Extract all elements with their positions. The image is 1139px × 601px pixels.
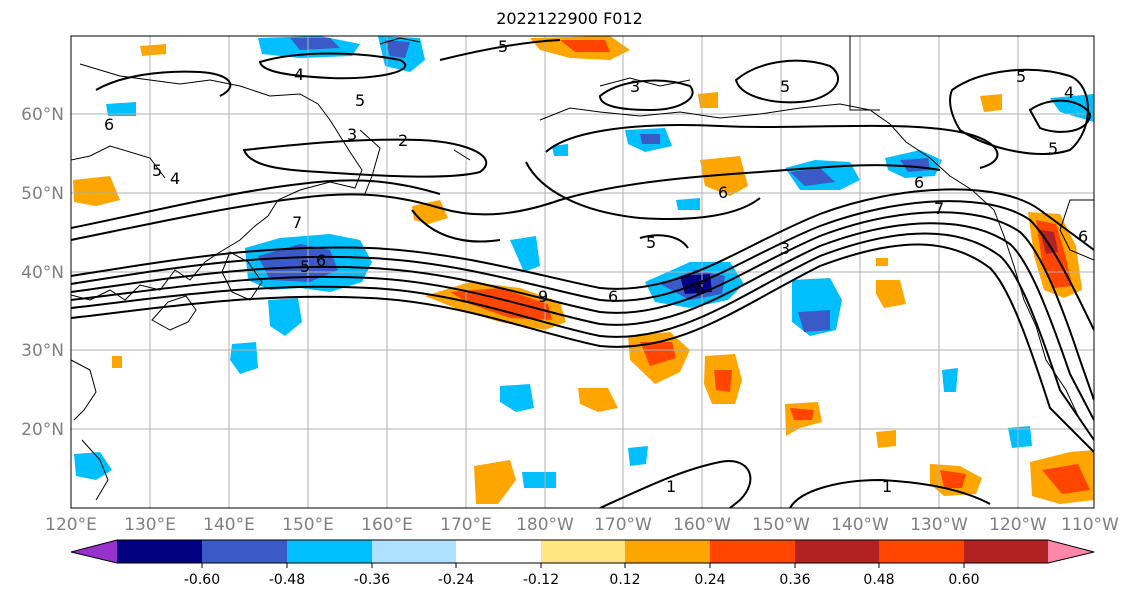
lat-label: 40°N	[21, 263, 64, 283]
lon-label: 170°E	[440, 515, 492, 535]
contour-label: 9	[538, 287, 548, 306]
lon-label: 140°E	[203, 515, 255, 535]
colorbar-segment	[456, 540, 541, 563]
colorbar-segment	[287, 540, 372, 563]
lon-label: 170°W	[594, 515, 652, 535]
contour-label: 5	[646, 233, 656, 252]
contour-label: 3	[347, 125, 357, 144]
lon-label: 180°W	[516, 515, 574, 535]
lon-label: 150°W	[752, 515, 810, 535]
contour-label: 4	[1064, 83, 1074, 102]
contour-label: 6	[914, 173, 924, 192]
contour-label: 5	[780, 77, 790, 96]
lon-label: 160°E	[361, 515, 413, 535]
colorbar-segment	[625, 540, 710, 563]
contour-label: 4	[294, 65, 304, 84]
lat-label: 50°N	[21, 184, 64, 204]
longitude-labels: 120°E 130°E 140°E 150°E 160°E 170°E 180°…	[45, 515, 1119, 535]
lat-label: 30°N	[21, 341, 64, 361]
lon-label: 110°W	[1061, 515, 1119, 535]
lat-label: 20°N	[21, 420, 64, 440]
colorbar-segment	[795, 540, 879, 563]
contour-labels: 4 5 5 3 5 6 3 2 4 5 7 5 6 6 6 9 6 5 3 6 …	[104, 37, 1088, 496]
contour-label: 5	[355, 91, 365, 110]
contour-label: 7	[934, 199, 944, 218]
colorbar-segment	[879, 540, 964, 563]
colorbar-tick-label: -0.48	[269, 572, 305, 588]
colorbar-outline	[70, 539, 1095, 564]
colorbar-tick-label: -0.36	[354, 572, 390, 588]
colorbar-tick-label: -0.60	[184, 572, 220, 588]
colorbar-segment	[710, 540, 795, 563]
contour-label: 3	[780, 239, 790, 258]
lon-label: 120°E	[45, 515, 97, 535]
colorbar-tick-label: -0.12	[523, 572, 559, 588]
lon-label: 130°E	[124, 515, 176, 535]
colorbar-extend-max	[1048, 540, 1094, 563]
lon-label: 160°W	[673, 515, 731, 535]
contour-label: 6	[316, 251, 326, 270]
contour-label: 6	[608, 287, 618, 306]
colorbar-extend-min	[71, 540, 117, 563]
lon-label: 130°W	[910, 515, 968, 535]
lon-label: 120°W	[989, 515, 1047, 535]
contour-label: 4	[170, 169, 180, 188]
contour-label: 6	[104, 115, 114, 134]
lat-label: 60°N	[21, 105, 64, 125]
contour-label: 5	[1016, 67, 1026, 86]
contour-label: 5	[152, 161, 162, 180]
colorbar-tick-label: -0.24	[438, 572, 474, 588]
colorbar-segment	[964, 540, 1048, 563]
gridlines	[71, 36, 1094, 508]
colorbar: -0.60 -0.48 -0.36 -0.24 -0.12 0.12 0.24 …	[70, 539, 1095, 588]
colorbar-segment	[202, 540, 287, 563]
map-frame	[70, 35, 1095, 509]
contour-label: 2	[398, 131, 408, 150]
colorbar-tick-label: 0.60	[948, 572, 979, 588]
contour-label: 3	[630, 77, 640, 96]
map-title: 2022122900 F012	[496, 9, 643, 28]
contour-label: 6	[694, 279, 704, 298]
contour-label: 6	[1078, 227, 1088, 246]
colorbar-tick-label: 0.12	[609, 572, 640, 588]
lon-label: 140°W	[831, 515, 889, 535]
colorbar-tick-label: 0.36	[779, 572, 810, 588]
contour-label: 1	[666, 477, 676, 496]
height-contours	[71, 39, 1094, 508]
contour-label: 5	[1048, 139, 1058, 158]
colorbar-segment	[372, 540, 456, 563]
contour-label: 7	[292, 213, 302, 232]
colorbar-segment	[117, 540, 202, 563]
colorbar-ticks	[201, 563, 965, 568]
colorbar-tick-label: 0.48	[863, 572, 894, 588]
colorbar-segment	[541, 540, 625, 563]
lon-label: 150°E	[282, 515, 334, 535]
latitude-labels: 60°N 50°N 40°N 30°N 20°N	[21, 105, 64, 440]
colorbar-tick-label: 0.24	[694, 572, 725, 588]
contour-label: 1	[882, 477, 892, 496]
contour-label: 5	[498, 37, 508, 56]
contour-label: 5	[300, 257, 310, 276]
contour-label: 6	[718, 183, 728, 202]
